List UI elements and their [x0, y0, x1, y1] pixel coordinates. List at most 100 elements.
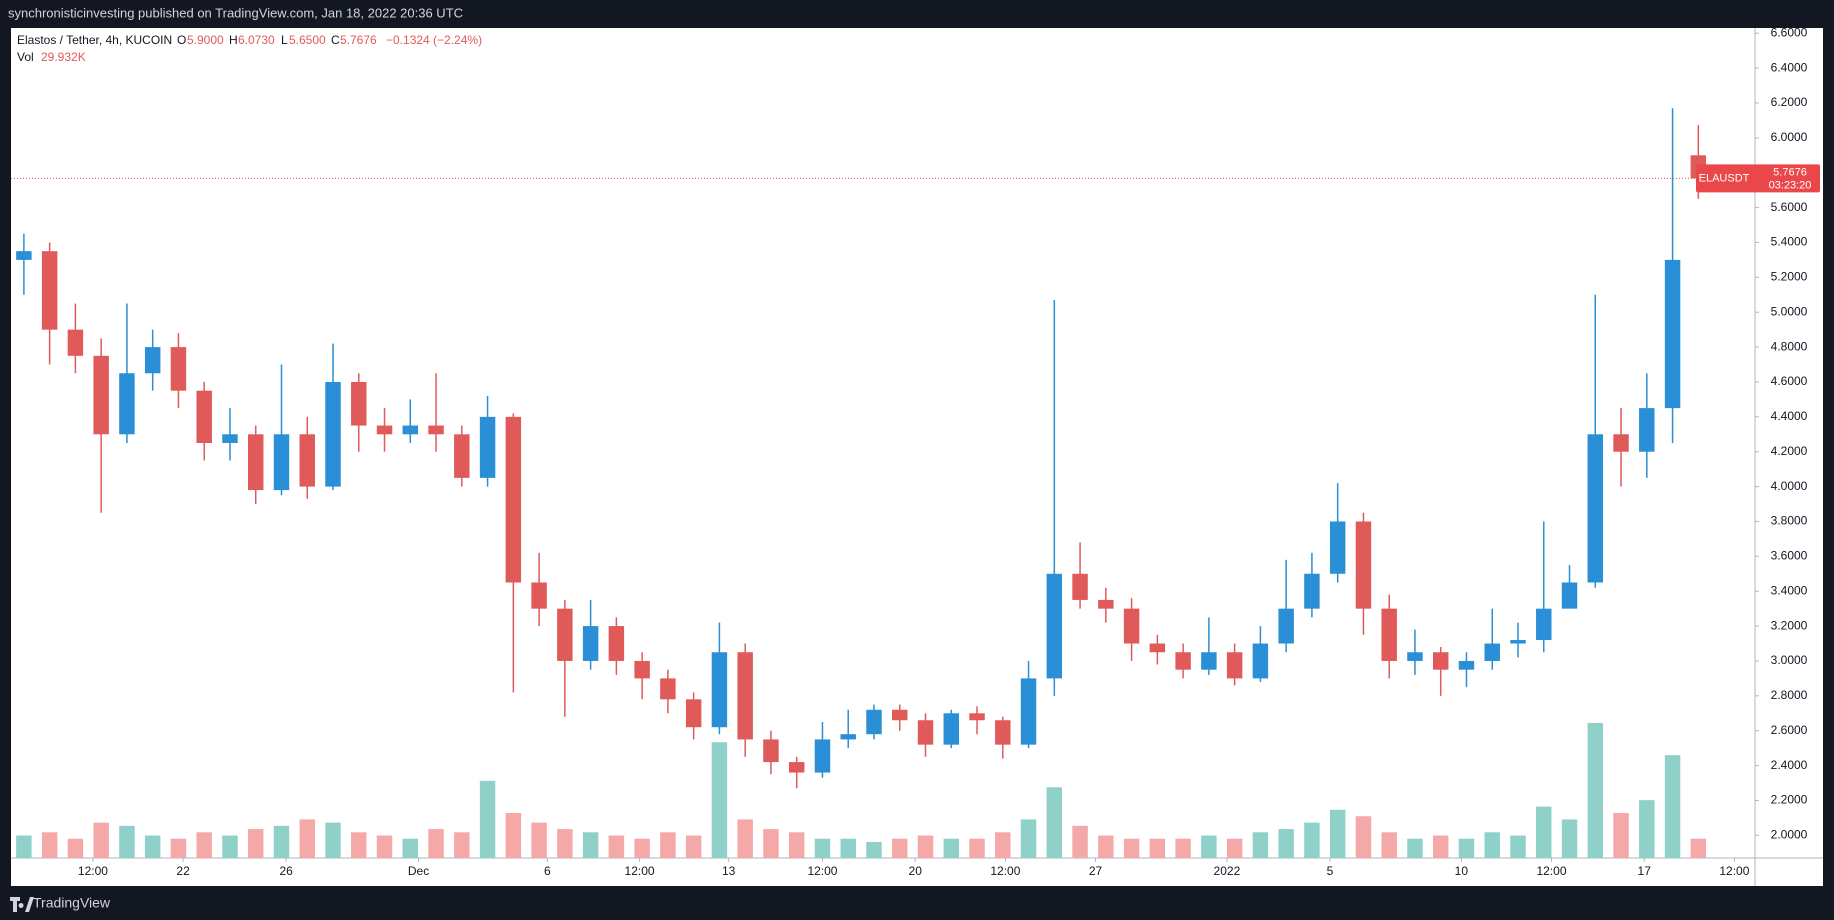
y-tick-label: 3.2000 [1771, 618, 1808, 632]
volume-bar [737, 819, 753, 858]
volume-bar [1226, 838, 1243, 858]
volume-bar [119, 825, 135, 858]
candle-body [1123, 608, 1140, 644]
y-tick-label: 4.0000 [1771, 479, 1808, 493]
candle-body [273, 434, 290, 491]
marks [11, 108, 1755, 858]
volume-bar [1304, 822, 1320, 858]
volume-bar [840, 838, 856, 858]
candle-body [840, 734, 856, 740]
candle-body [1510, 640, 1526, 644]
candle-body [1020, 678, 1037, 745]
price-tag-countdown: 03:23:20 [1769, 179, 1812, 191]
candle-body [1355, 521, 1372, 609]
volume-bar [634, 838, 650, 858]
y-tick-label: 2.4000 [1771, 758, 1808, 772]
candle-body [41, 251, 58, 330]
volume-bar [1458, 838, 1475, 858]
candle-body [711, 652, 728, 728]
x-tick-label: 12:00 [807, 864, 837, 878]
y-tick-label: 6.0000 [1771, 130, 1808, 144]
candle-body [1561, 582, 1578, 609]
candle-body [1252, 643, 1269, 679]
volume-bar [41, 832, 58, 858]
price-tag-price: 5.7676 [1773, 166, 1807, 178]
volume-bar [479, 780, 496, 858]
y-tick-label: 6.6000 [1771, 25, 1808, 39]
candle-body [531, 582, 547, 609]
y-tick-label: 5.6000 [1771, 200, 1808, 214]
y-tick-label: 5.0000 [1771, 304, 1808, 318]
close-label: C [331, 33, 340, 47]
candle-body [1226, 652, 1243, 679]
open-label: O [177, 33, 186, 47]
volume-bar [1020, 819, 1037, 858]
price-tag [1696, 164, 1820, 193]
candle-body [1098, 599, 1114, 609]
logo [10, 897, 34, 912]
volume-bar [943, 838, 959, 858]
volume-bar [325, 822, 341, 858]
volume-bar [995, 832, 1011, 858]
y-tick-label: 2.8000 [1771, 688, 1808, 702]
price-tag-symbol: ELAUSDT [1699, 172, 1750, 184]
volume-bar [1175, 838, 1191, 858]
y-tick-label: 3.8000 [1771, 514, 1808, 528]
x-tick-label: 22 [176, 864, 190, 878]
volume-bar [1046, 787, 1063, 858]
volume-bar [505, 813, 522, 858]
volume-bar [969, 838, 985, 858]
y-tick-label: 2.2000 [1771, 793, 1808, 807]
candle-body [582, 626, 599, 661]
y-tick-label: 3.6000 [1771, 549, 1808, 563]
candle-body [995, 720, 1011, 745]
volume-bar [1613, 813, 1629, 858]
volume-bar [1536, 806, 1552, 858]
candle-body [428, 425, 444, 435]
candle-body [969, 713, 985, 721]
candle-body [376, 425, 393, 435]
volume-bar [1432, 835, 1449, 858]
volume-bar [170, 838, 187, 858]
candle-body [1329, 521, 1346, 574]
x-tick-label: 20 [909, 864, 923, 878]
candle-body [1458, 660, 1475, 670]
volume-bar [299, 819, 315, 858]
volume-bar [917, 835, 934, 858]
volume-bar [1201, 835, 1217, 858]
candle-body [1072, 573, 1088, 600]
candle-body [1149, 643, 1166, 653]
volume-bar [1407, 838, 1423, 858]
x-tick-label: 26 [279, 864, 293, 878]
x-tick-label: 13 [722, 864, 736, 878]
candle-body [196, 390, 212, 443]
x-tick-label: Dec [408, 864, 429, 878]
close-value: 5.7676 [340, 33, 377, 47]
candle-body [1536, 608, 1552, 641]
volume-bar [582, 832, 599, 858]
candle-body [479, 416, 496, 478]
high-label: H [229, 33, 238, 47]
y-tick-label: 5.4000 [1771, 235, 1808, 249]
volume-bar [196, 832, 212, 858]
candle-body [1407, 652, 1423, 661]
volume-value: 29.932K [41, 50, 86, 64]
candle-body [737, 652, 753, 740]
x-tick-label: 12:00 [625, 864, 655, 878]
footer: TradingView [10, 895, 111, 912]
volume-bar [1149, 838, 1166, 858]
candle-body [1046, 573, 1063, 679]
candle-body [454, 434, 470, 478]
volume-bar [1123, 838, 1140, 858]
volume-bar [376, 835, 393, 858]
candle-body [1175, 652, 1191, 670]
candle-body [222, 434, 238, 443]
volume-bar [1484, 832, 1500, 858]
candle-body [1484, 643, 1500, 661]
low-label: L [281, 33, 288, 47]
y-tick-label: 4.6000 [1771, 374, 1808, 388]
volume-bar [557, 829, 573, 858]
candle-body [1201, 652, 1217, 670]
low-value: 5.6500 [289, 33, 326, 47]
candle-body [866, 709, 882, 735]
